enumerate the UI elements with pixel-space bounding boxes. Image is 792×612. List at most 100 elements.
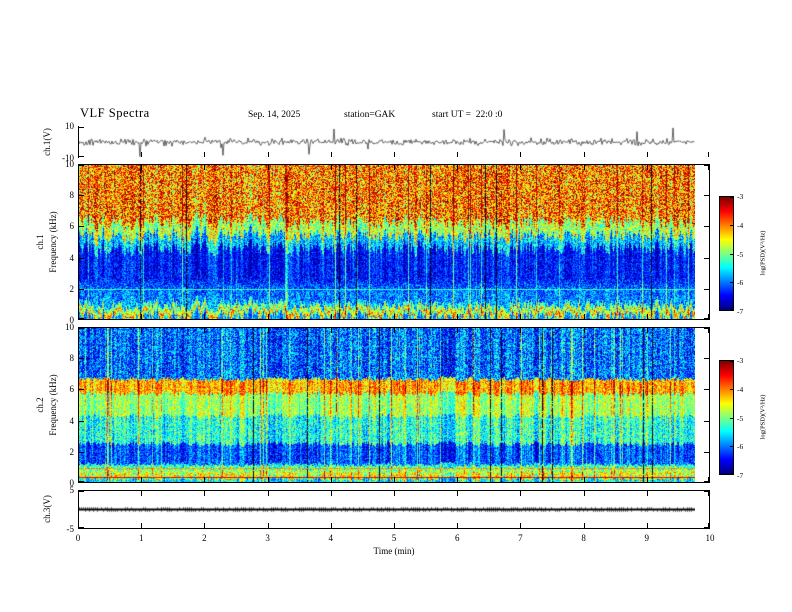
x-tick <box>708 491 709 496</box>
x-tick <box>394 477 395 482</box>
x-tick <box>457 523 459 528</box>
y-tick-label: 10 <box>65 159 74 169</box>
x-tick-label: 8 <box>581 533 586 543</box>
x-tick <box>583 328 585 333</box>
x-tick-label: 6 <box>454 533 460 543</box>
x-tick <box>646 523 648 528</box>
x-tick <box>394 523 395 528</box>
x-tick <box>457 152 459 157</box>
y-tick-label: 5 <box>69 485 75 495</box>
x-tick <box>583 523 585 528</box>
colorbar-tick-label: -5 <box>737 413 744 423</box>
x-tick <box>267 314 269 319</box>
x-tick <box>457 491 459 496</box>
x-tick-label: 4 <box>328 533 334 543</box>
figure-title: VLF Spectra <box>80 106 150 120</box>
y-tick-label: 2 <box>69 283 75 294</box>
x-tick <box>708 328 709 333</box>
header-start-ut: start UT = 22:0 :0 <box>432 110 503 120</box>
y-tick <box>79 491 84 492</box>
y-tick-label: 10 <box>65 121 74 131</box>
ch2-colorbar-canvas <box>720 361 733 474</box>
colorbar-tick <box>730 388 733 390</box>
x-tick <box>708 152 709 157</box>
x-tick-label: 1 <box>138 533 144 543</box>
ch2-spectrogram-panel <box>78 327 710 483</box>
y-tick <box>79 389 84 391</box>
y-tick <box>704 257 709 259</box>
x-tick <box>646 314 648 319</box>
x-tick <box>78 491 79 496</box>
y-tick-label: 0 <box>69 478 75 488</box>
x-tick <box>520 523 522 528</box>
colorbar-tick-label: -4 <box>737 384 744 394</box>
y-tick-label: 10 <box>65 322 74 332</box>
x-tick-label: 9 <box>644 533 650 543</box>
x-tick <box>457 328 459 333</box>
y-tick <box>79 165 84 166</box>
x-tick <box>646 477 648 482</box>
x-tick <box>330 165 332 170</box>
y-tick <box>79 156 84 157</box>
x-tick <box>520 328 522 333</box>
x-tick <box>708 165 709 170</box>
x-tick <box>330 328 332 333</box>
ch3-wave-ylabel: ch.3(V) <box>42 495 52 523</box>
colorbar-tick-label: -4 <box>737 220 744 230</box>
x-tick <box>646 328 648 333</box>
y-tick <box>704 328 709 329</box>
x-tick <box>708 477 709 482</box>
ch2-colorbar-label: log(PSD)(V²/Hz) <box>759 394 767 440</box>
x-tick-label: 5 <box>391 533 397 543</box>
y-tick-label: 8 <box>69 353 75 364</box>
y-tick <box>704 420 709 422</box>
y-tick <box>704 288 709 290</box>
y-tick <box>79 257 84 259</box>
x-tick <box>78 314 79 319</box>
x-tick <box>457 477 459 482</box>
y-tick <box>704 491 709 492</box>
y-tick <box>79 288 84 290</box>
ch1-wave-ylabel: ch.1(V) <box>42 128 52 156</box>
colorbar-tick-label: -3 <box>737 356 744 365</box>
colorbar-tick <box>730 197 733 198</box>
x-tick <box>457 165 459 170</box>
y-tick <box>79 358 84 360</box>
x-tick <box>330 491 332 496</box>
x-tick <box>78 328 79 333</box>
y-tick <box>79 527 84 528</box>
header-station: station=GAK <box>344 110 396 120</box>
y-tick <box>79 328 84 329</box>
y-tick-label: 4 <box>69 415 75 426</box>
y-tick <box>79 481 84 482</box>
y-tick <box>704 165 709 166</box>
x-tick <box>141 477 143 482</box>
x-tick-label: 10 <box>705 533 715 543</box>
x-tick <box>78 477 79 482</box>
x-tick-label: 7 <box>518 533 523 543</box>
colorbar-tick-label: -7 <box>737 307 744 316</box>
x-tick <box>394 491 395 496</box>
x-tick <box>267 523 269 528</box>
y-tick <box>704 318 709 319</box>
x-tick <box>267 477 269 482</box>
colorbar-tick-label: -6 <box>737 278 744 288</box>
x-tick <box>394 314 395 319</box>
y-tick-label: 8 <box>69 190 75 201</box>
x-tick <box>204 152 206 157</box>
colorbar-tick <box>730 253 733 255</box>
x-tick <box>204 477 206 482</box>
x-tick-label: 2 <box>202 533 207 543</box>
y-tick <box>704 389 709 391</box>
y-tick <box>79 420 84 422</box>
x-tick <box>520 491 522 496</box>
x-tick <box>394 152 395 157</box>
x-tick <box>141 165 143 170</box>
ch1-colorbar-canvas <box>720 197 733 310</box>
x-tick <box>330 523 332 528</box>
colorbar-tick <box>730 446 733 448</box>
colorbar-tick <box>730 361 733 362</box>
x-tick <box>141 328 143 333</box>
x-tick <box>204 165 206 170</box>
